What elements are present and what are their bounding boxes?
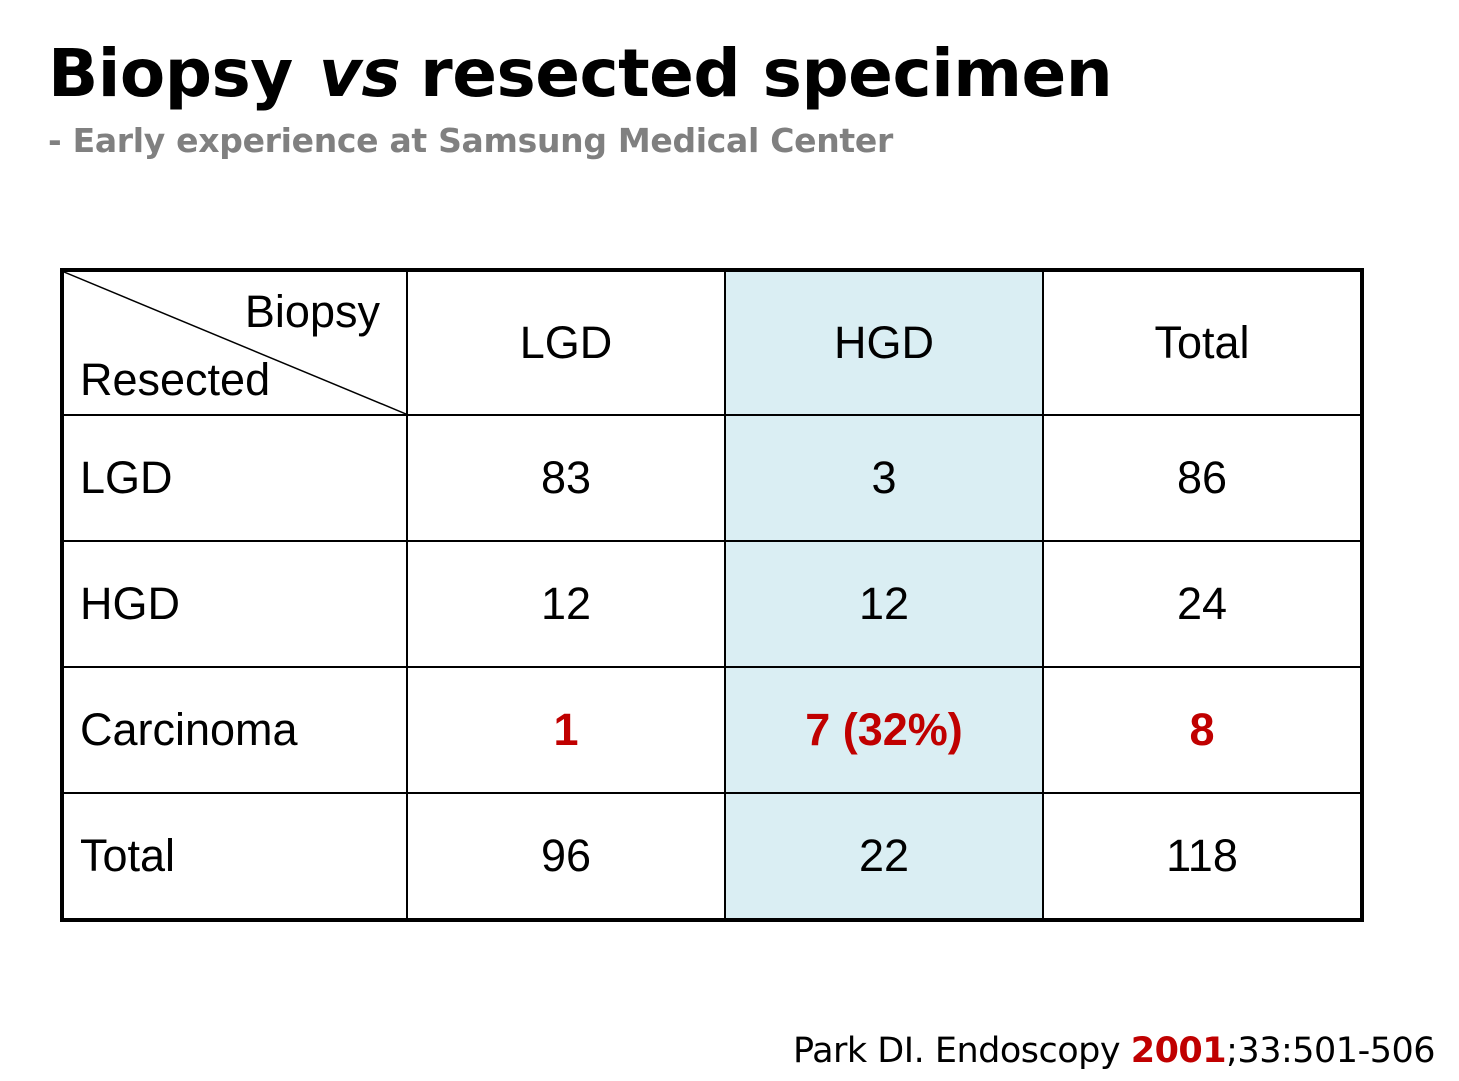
table-header-row: Biopsy Resected LGD HGD Total [61,269,1363,416]
table-corner-cell: Biopsy Resected [61,269,408,416]
title-part-vs: vs [318,35,401,112]
column-header-hgd: HGD [724,269,1044,416]
citation-suffix: ;33:501-506 [1226,1031,1435,1071]
table-cell: 12 [724,540,1044,668]
comparison-table: Biopsy Resected LGD HGD Total LGD 83 3 8… [60,268,1364,922]
table-cell: 3 [724,414,1044,542]
table-cell: 86 [1042,414,1363,542]
table-cell: 22 [724,792,1044,921]
table-row: HGD 12 12 24 [61,540,1363,668]
table-cell-emphasis: 7 (32%) [724,666,1044,794]
table-cell: 118 [1042,792,1363,921]
row-label-lgd: LGD [61,414,408,542]
corner-label-resected: Resected [80,354,271,405]
table-row: Carcinoma 1 7 (32%) 8 [61,666,1363,794]
slide-title: Biopsy vs resected specimen [48,34,1113,114]
diagonal-divider [64,272,406,414]
column-header-total: Total [1042,269,1363,416]
citation: Park DI. Endoscopy 2001;33:501-506 [793,1026,1435,1076]
table-cell: 12 [406,540,726,668]
table-row: LGD 83 3 86 [61,414,1363,542]
table-cell: 83 [406,414,726,542]
table-cell-emphasis: 1 [406,666,726,794]
row-label-total: Total [61,792,408,921]
citation-prefix: Park DI. Endoscopy [793,1031,1131,1071]
table-cell-emphasis: 8 [1042,666,1363,794]
title-part-biopsy: Biopsy [48,35,293,112]
table-cell: 24 [1042,540,1363,668]
corner-label-biopsy: Biopsy [244,286,380,337]
table-cell: 96 [406,792,726,921]
table-row: Total 96 22 118 [61,792,1363,921]
title-part-resected: resected specimen [420,35,1113,112]
citation-year: 2001 [1130,1031,1227,1071]
row-label-hgd: HGD [61,540,408,668]
slide-subtitle: - Early experience at Samsung Medical Ce… [48,121,893,160]
row-label-carcinoma: Carcinoma [61,666,408,794]
column-header-lgd: LGD [406,269,726,416]
